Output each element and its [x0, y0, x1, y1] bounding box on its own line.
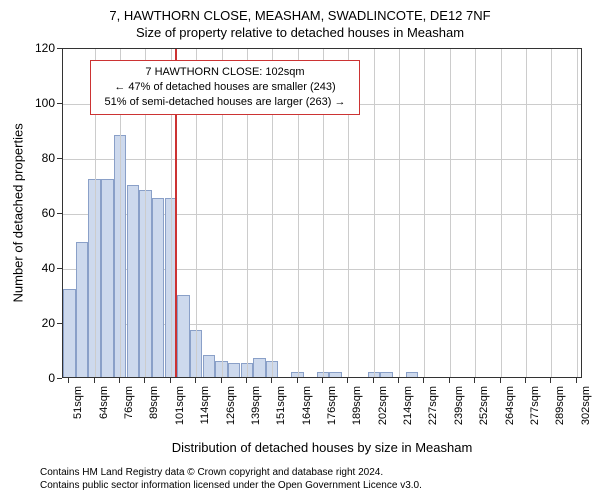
- grid-line-v: [450, 49, 451, 377]
- x-axis-label: Distribution of detached houses by size …: [62, 440, 582, 455]
- ytick-mark: [57, 323, 62, 324]
- ytick-label: 20: [30, 316, 55, 330]
- xtick-label: 214sqm: [402, 386, 414, 434]
- footer-attribution: Contains HM Land Registry data © Crown c…: [40, 466, 422, 492]
- xtick-mark: [144, 378, 145, 383]
- xtick-label: 227sqm: [427, 386, 439, 434]
- histogram-bar: [380, 372, 392, 378]
- xtick-label: 151sqm: [275, 386, 287, 434]
- xtick-mark: [297, 378, 298, 383]
- grid-line-v: [475, 49, 476, 377]
- grid-line-v: [424, 49, 425, 377]
- xtick-label: 64sqm: [98, 386, 110, 434]
- legend-box: 7 HAWTHORN CLOSE: 102sqm ← 47% of detach…: [90, 60, 360, 115]
- xtick-mark: [449, 378, 450, 383]
- xtick-mark: [271, 378, 272, 383]
- footer-line-2: Contains public sector information licen…: [40, 479, 422, 492]
- xtick-mark: [474, 378, 475, 383]
- ytick-label: 40: [30, 261, 55, 275]
- histogram-bar: [127, 185, 139, 378]
- histogram-bar: [76, 242, 88, 377]
- xtick-mark: [550, 378, 551, 383]
- ytick-label: 60: [30, 206, 55, 220]
- xtick-mark: [170, 378, 171, 383]
- y-axis-label: Number of detached properties: [11, 123, 26, 303]
- grid-line-v: [501, 49, 502, 377]
- xtick-label: 176sqm: [326, 386, 338, 434]
- xtick-mark: [119, 378, 120, 383]
- xtick-label: 114sqm: [199, 386, 211, 434]
- ytick-mark: [57, 103, 62, 104]
- histogram-bar: [152, 198, 164, 377]
- xtick-mark: [373, 378, 374, 383]
- footer-line-1: Contains HM Land Registry data © Crown c…: [40, 466, 422, 479]
- xtick-mark: [246, 378, 247, 383]
- xtick-mark: [221, 378, 222, 383]
- ytick-mark: [57, 268, 62, 269]
- xtick-mark: [525, 378, 526, 383]
- xtick-label: 277sqm: [529, 386, 541, 434]
- xtick-label: 164sqm: [301, 386, 313, 434]
- xtick-mark: [94, 378, 95, 383]
- ytick-mark: [57, 213, 62, 214]
- xtick-mark: [398, 378, 399, 383]
- grid-line-v: [374, 49, 375, 377]
- ytick-label: 100: [30, 96, 55, 110]
- xtick-mark: [500, 378, 501, 383]
- legend-line-3: 51% of semi-detached houses are larger (…: [99, 95, 351, 110]
- xtick-mark: [68, 378, 69, 383]
- xtick-mark: [322, 378, 323, 383]
- grid-line-v: [551, 49, 552, 377]
- grid-line-v: [399, 49, 400, 377]
- xtick-label: 101sqm: [174, 386, 186, 434]
- histogram-bar: [203, 355, 215, 377]
- xtick-mark: [576, 378, 577, 383]
- histogram-bar: [101, 179, 113, 377]
- legend-line-2: ← 47% of detached houses are smaller (24…: [99, 80, 351, 95]
- ytick-label: 80: [30, 151, 55, 165]
- xtick-label: 289sqm: [554, 386, 566, 434]
- ytick-mark: [57, 158, 62, 159]
- xtick-label: 51sqm: [72, 386, 84, 434]
- xtick-mark: [347, 378, 348, 383]
- grid-line-v: [577, 49, 578, 377]
- xtick-label: 202sqm: [377, 386, 389, 434]
- histogram-bar: [406, 372, 418, 378]
- xtick-mark: [195, 378, 196, 383]
- xtick-label: 89sqm: [148, 386, 160, 434]
- xtick-label: 189sqm: [351, 386, 363, 434]
- ytick-mark: [57, 48, 62, 49]
- legend-line-1: 7 HAWTHORN CLOSE: 102sqm: [99, 65, 351, 80]
- xtick-label: 302sqm: [580, 386, 592, 434]
- xtick-label: 139sqm: [250, 386, 262, 434]
- histogram-bar: [177, 295, 189, 378]
- xtick-label: 252sqm: [478, 386, 490, 434]
- histogram-bar: [253, 358, 265, 377]
- xtick-label: 76sqm: [123, 386, 135, 434]
- xtick-mark: [423, 378, 424, 383]
- histogram-bar: [63, 289, 75, 377]
- xtick-label: 126sqm: [225, 386, 237, 434]
- xtick-label: 239sqm: [453, 386, 465, 434]
- histogram-bar: [228, 363, 240, 377]
- chart-title: 7, HAWTHORN CLOSE, MEASHAM, SWADLINCOTE,…: [0, 0, 600, 23]
- xtick-label: 264sqm: [504, 386, 516, 434]
- ytick-label: 0: [30, 371, 55, 385]
- chart-subtitle: Size of property relative to detached ho…: [0, 23, 600, 40]
- ytick-mark: [57, 378, 62, 379]
- grid-line-v: [526, 49, 527, 377]
- histogram-bar: [329, 372, 341, 378]
- grid-line-h: [63, 159, 581, 160]
- ytick-label: 120: [30, 41, 55, 55]
